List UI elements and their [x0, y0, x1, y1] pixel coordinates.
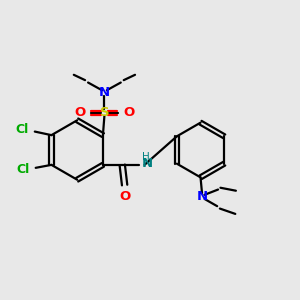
Text: S: S	[100, 106, 109, 119]
Text: N: N	[142, 157, 153, 170]
Text: N: N	[196, 190, 208, 203]
Text: O: O	[74, 106, 86, 119]
Text: O: O	[123, 106, 134, 119]
Text: Cl: Cl	[17, 163, 30, 176]
Text: H: H	[142, 152, 149, 161]
Text: Cl: Cl	[16, 123, 29, 136]
Text: N: N	[99, 86, 110, 99]
Text: O: O	[119, 190, 130, 202]
